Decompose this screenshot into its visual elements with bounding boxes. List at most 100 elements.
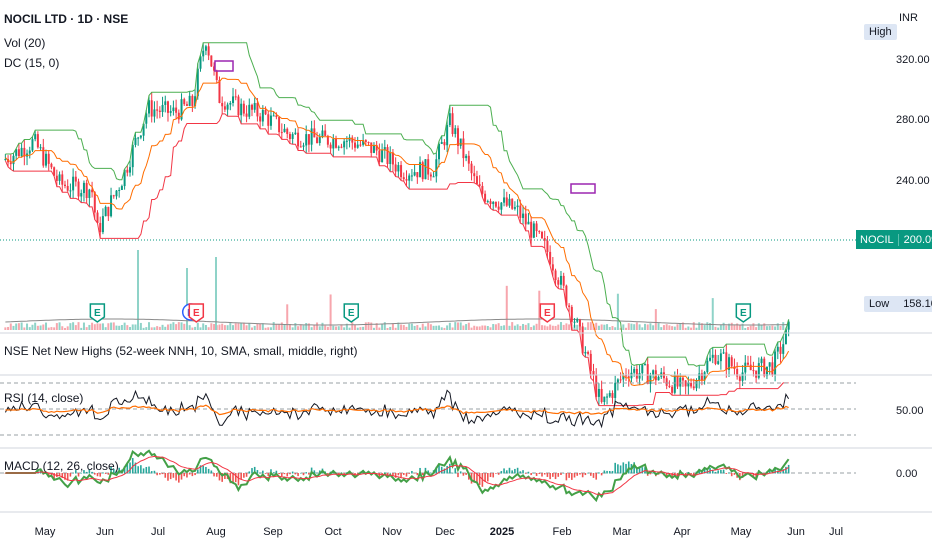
candle-body: [34, 134, 37, 140]
volume-bar: [402, 325, 405, 330]
candle-body: [622, 374, 625, 380]
macd-histogram-bar: [159, 473, 161, 475]
macd-histogram-bar: [592, 473, 595, 478]
event-markers[interactable]: EDEEEE: [89, 303, 752, 323]
volume-bar: [139, 322, 142, 330]
candle-body: [589, 353, 592, 371]
candle-body: [522, 213, 525, 218]
volume-bar: [107, 323, 110, 330]
macd-histogram-bar: [530, 473, 532, 476]
candle-body: [481, 185, 484, 194]
volume-bar: [516, 324, 519, 330]
candle-body: [126, 169, 129, 173]
volume-bar: [183, 323, 186, 330]
volume-legend[interactable]: Vol (20): [4, 36, 46, 50]
candle-body: [394, 164, 397, 172]
time-axis: May Jun Jul Aug Sep Oct Nov Dec 2025 Feb Mar Apr May…: [35, 526, 843, 538]
nnh-legend[interactable]: NSE Net New Highs (52-week NNH, 10, SMA,…: [4, 344, 358, 358]
volume-bar: [719, 324, 722, 330]
candle-body: [291, 134, 294, 139]
candle-body: [673, 375, 676, 393]
volume-bar: [58, 322, 61, 330]
macd-histogram-bar: [199, 465, 202, 474]
candle-body: [183, 99, 186, 105]
macd-histogram-bar: [299, 472, 302, 474]
macd-histogram-bar: [202, 465, 205, 474]
candle-body: [120, 186, 123, 190]
candle-body: [543, 238, 546, 241]
volume-bar: [408, 323, 411, 330]
price-ticks: 320.00 280.00 240.00 50.00 0.00: [896, 54, 930, 480]
candle-body: [784, 329, 787, 345]
macd-histogram-bar: [408, 473, 410, 474]
currency-label[interactable]: INR: [899, 12, 918, 24]
candle-body: [391, 152, 394, 165]
macd-histogram-bar: [549, 473, 551, 480]
candle-body: [475, 176, 478, 185]
macd-histogram-bar: [782, 469, 785, 474]
candle-body: [714, 354, 717, 364]
candle-body: [104, 206, 107, 217]
macd-legend[interactable]: MACD (12, 26, close): [4, 459, 119, 473]
candle-body: [473, 173, 476, 177]
candle-body: [278, 117, 281, 133]
macd-histogram-bar: [110, 466, 112, 474]
time-axis-label: Aug: [206, 526, 226, 538]
candle-body: [570, 306, 573, 322]
volume-bar: [177, 322, 180, 330]
macd-histogram-bar: [684, 473, 687, 476]
chart-title[interactable]: NOCIL LTD · 1D · NSE: [4, 12, 129, 26]
macd-histogram-bar: [194, 473, 196, 476]
low-value: 158.10: [903, 298, 932, 310]
candle-body: [456, 128, 459, 146]
volume-bar: [313, 324, 316, 330]
volume-bar: [497, 323, 500, 330]
candle-body: [402, 177, 405, 180]
volume-bar: [746, 326, 749, 330]
volume-bar: [508, 325, 511, 330]
volume-bar: [278, 324, 281, 330]
macd-histogram-bar: [416, 473, 419, 476]
candle-body: [630, 372, 633, 379]
candle-body: [389, 152, 392, 164]
volume-bar: [451, 327, 454, 330]
volume-bar: [158, 326, 161, 330]
volume-bar: [161, 324, 164, 330]
candle-body: [565, 285, 568, 306]
candle-body: [676, 375, 679, 387]
macd-histogram-bar: [308, 473, 310, 475]
candle-body: [223, 106, 226, 110]
macd-histogram-bar: [148, 466, 150, 474]
rsi-legend[interactable]: RSI (14, close): [4, 391, 84, 405]
donchian-legend[interactable]: DC (15, 0): [4, 56, 60, 70]
macd-histogram-bar: [270, 469, 272, 474]
candle-body: [508, 198, 511, 206]
volume-bar: [180, 322, 183, 330]
macd-histogram-bar: [243, 473, 245, 478]
volume-bar: [372, 327, 375, 330]
volume-bar: [633, 324, 636, 330]
candle-body: [706, 360, 709, 373]
volume-bar: [329, 294, 332, 330]
macd-histogram-bar: [240, 473, 242, 479]
candle-body: [381, 150, 384, 162]
macd-histogram-bar: [85, 471, 88, 474]
candle-body: [180, 99, 183, 120]
volume-bar: [622, 324, 625, 330]
candle-body: [736, 368, 739, 377]
candle-body: [606, 396, 609, 398]
candle-body: [110, 195, 113, 217]
candle-body: [72, 176, 75, 191]
candle-body: [600, 388, 603, 402]
candle-body: [259, 116, 262, 122]
macd-histogram-bar: [142, 468, 145, 474]
volume-bar: [34, 322, 37, 330]
candle-body: [587, 351, 590, 354]
volume-bar: [307, 323, 310, 330]
candle-body: [307, 134, 310, 145]
candle-body: [771, 362, 774, 375]
volume-bar: [153, 327, 156, 330]
macd-histogram-bar: [535, 473, 538, 476]
macd-histogram-bar: [533, 472, 535, 474]
macd-histogram-bar: [175, 473, 177, 481]
